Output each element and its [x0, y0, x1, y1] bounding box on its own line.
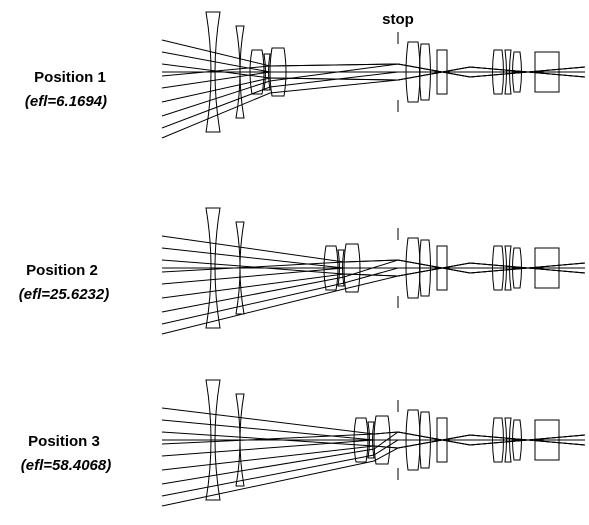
efl-label: (efl=6.1694): [25, 93, 107, 110]
position-label: Position 1: [34, 69, 106, 86]
position-label: Position 2: [26, 262, 98, 279]
efl-label: (efl=25.6232): [19, 286, 109, 303]
position-label: Position 3: [28, 433, 100, 450]
zoom-lens-diagram: stop Position 1 (efl=6.1694) Position 2 …: [0, 0, 589, 525]
stop-label: stop: [382, 11, 414, 28]
efl-label: (efl=58.4068): [21, 457, 111, 474]
